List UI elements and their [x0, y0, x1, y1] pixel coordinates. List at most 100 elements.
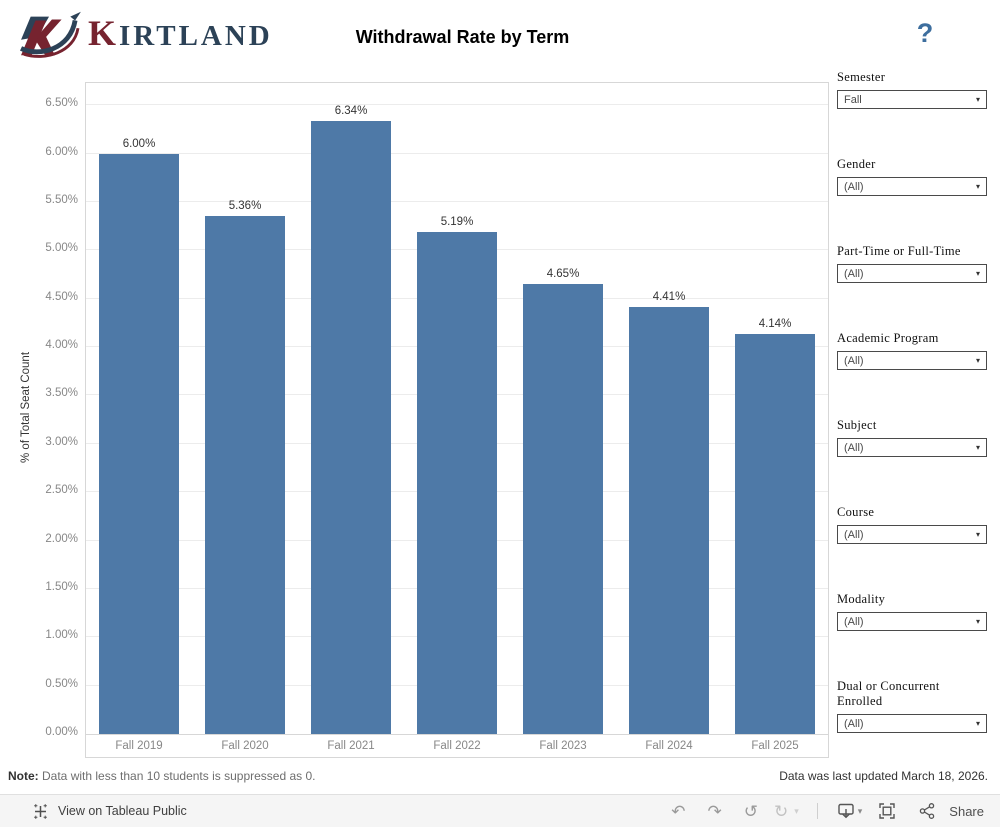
refresh-caret-icon[interactable]: ▾ — [794, 805, 799, 816]
bar-value-label: 5.36% — [228, 199, 262, 212]
filter-label-subject: Subject — [837, 418, 877, 432]
filter-course: Course (All) ▾ — [837, 505, 987, 544]
tableau-toolbar: View on Tableau Public ↶ ↷ ↺ ↻ ▾ ▾ — [0, 794, 1000, 827]
bar-band: 6.00% — [86, 83, 192, 734]
kirtland-logo: KIRTLAND — [16, 5, 273, 61]
filter-value: (All) — [844, 717, 864, 730]
help-button[interactable]: ? — [916, 18, 934, 48]
x-tick-label: Fall 2020 — [221, 740, 269, 752]
filter-label-course: Course — [837, 505, 875, 519]
filter-academic-program: Academic Program (All) ▾ — [837, 331, 987, 370]
bar-value-label: 6.00% — [122, 137, 156, 150]
bar-value-label: 5.19% — [440, 215, 474, 228]
fullscreen-icon[interactable] — [878, 802, 896, 820]
filter-dropdown-dual-or-concurrent-enrolled[interactable]: (All) ▾ — [837, 714, 987, 733]
view-on-tableau-label: View on Tableau Public — [58, 804, 187, 818]
y-tick-label: 5.50% — [45, 193, 78, 206]
filter-value: (All) — [844, 267, 864, 280]
filter-modality: Modality (All) ▾ — [837, 592, 987, 631]
filter-dropdown-course[interactable]: (All) ▾ — [837, 525, 987, 544]
filter-value: (All) — [844, 180, 864, 193]
bar-fall-2024[interactable] — [629, 307, 709, 734]
chevron-down-icon: ▾ — [975, 617, 980, 626]
filter-value: (All) — [844, 528, 864, 541]
filter-part-time-or-full-time: Part-Time or Full-Time (All) ▾ — [837, 244, 987, 283]
gridline — [86, 152, 828, 154]
redo-icon[interactable]: ↷ — [707, 801, 722, 821]
download-icon[interactable] — [836, 802, 856, 820]
filter-value: Fall — [844, 93, 862, 106]
bar-value-label: 4.65% — [546, 268, 580, 281]
filter-label-gender: Gender — [837, 157, 876, 171]
y-tick-label: 2.00% — [45, 532, 78, 545]
gridline — [86, 104, 828, 106]
bar-fall-2019[interactable] — [99, 153, 179, 734]
chevron-down-icon: ▾ — [975, 182, 980, 191]
filter-label-modality: Modality — [837, 592, 886, 606]
filter-semester: Semester Fall ▾ — [837, 70, 987, 109]
download-caret-icon[interactable]: ▾ — [857, 805, 863, 816]
toolbar-separator — [816, 803, 818, 819]
filter-value: (All) — [844, 354, 864, 367]
brand-text: KIRTLAND — [88, 15, 273, 51]
filter-dropdown-academic-program[interactable]: (All) ▾ — [837, 351, 987, 370]
filter-dropdown-part-time-or-full-time[interactable]: (All) ▾ — [837, 264, 987, 283]
y-tick-label: 6.00% — [45, 145, 78, 158]
filter-dropdown-semester[interactable]: Fall ▾ — [837, 90, 987, 109]
bar-band: 4.41% — [616, 83, 722, 734]
chevron-down-icon: ▾ — [975, 269, 980, 278]
x-tick-label: Fall 2021 — [327, 740, 375, 752]
filter-label-academic-program: Academic Program — [837, 331, 939, 345]
filter-dual-or-concurrent-enrolled: Dual or Concurrent Enrolled (All) ▾ — [837, 679, 987, 733]
y-tick-label: 4.00% — [45, 339, 78, 352]
filter-dropdown-modality[interactable]: (All) ▾ — [837, 612, 987, 631]
bar-fall-2022[interactable] — [417, 231, 497, 734]
chevron-down-icon: ▾ — [975, 443, 980, 452]
filter-subject: Subject (All) ▾ — [837, 418, 987, 457]
x-tick-label: Fall 2019 — [115, 740, 163, 752]
gridline — [86, 200, 828, 202]
filter-label-dual-or-concurrent-enrolled: Dual or Concurrent Enrolled — [837, 679, 940, 708]
note-text: Note: Data with less than 10 students is… — [8, 769, 316, 783]
page-title: Withdrawal Rate by Term — [355, 27, 570, 47]
undo-icon[interactable]: ↶ — [671, 801, 686, 821]
note-body: Data with less than 10 students is suppr… — [38, 769, 316, 783]
bar-band: 6.34% — [298, 83, 404, 734]
y-tick-label: 6.50% — [45, 97, 78, 110]
revert-icon[interactable]: ↺ — [743, 801, 758, 821]
view-on-tableau-link[interactable]: View on Tableau Public — [32, 803, 187, 820]
bar-fall-2020[interactable] — [205, 215, 285, 734]
filter-value: (All) — [844, 615, 864, 628]
filter-dropdown-gender[interactable]: (All) ▾ — [837, 177, 987, 196]
x-axis-labels: Fall 2019 Fall 2020 Fall 2021 Fall 2022 Fall… — [85, 733, 829, 758]
plot-pane: 6.00% 5.36% 6.34% 5.19% 4.65% 4.41% 4.14% — [85, 82, 829, 735]
refresh-icon[interactable]: ↻ — [773, 801, 789, 821]
filter-gender: Gender (All) ▾ — [837, 157, 987, 196]
last-updated-text: Data was last updated March 18, 2026. — [779, 769, 988, 783]
toolbar-actions: ↶ ↷ ↺ ↻ ▾ ▾ Share — [671, 795, 984, 827]
bar-fall-2023[interactable] — [523, 284, 603, 734]
y-tick-label: 0.00% — [45, 726, 78, 738]
filter-dropdown-subject[interactable]: (All) ▾ — [837, 438, 987, 457]
brand-first-letter: K — [88, 13, 120, 53]
y-tick-label: 4.50% — [45, 290, 78, 303]
filter-label-semester: Semester — [837, 70, 886, 84]
bar-band: 5.19% — [404, 83, 510, 734]
x-tick-label: Fall 2023 — [539, 740, 587, 752]
kirtland-logo-mark — [20, 11, 81, 58]
filter-value: (All) — [844, 441, 864, 454]
share-icon[interactable] — [918, 802, 936, 820]
y-tick-label: 3.00% — [45, 435, 78, 448]
share-button[interactable]: Share — [949, 803, 984, 819]
brand-rest: IRTLAND — [119, 20, 273, 52]
bar-fall-2025[interactable] — [735, 333, 815, 734]
x-tick-label: Fall 2022 — [433, 740, 481, 752]
bar-value-label: 4.41% — [652, 291, 686, 304]
bar-value-label: 4.14% — [758, 317, 792, 330]
y-tick-label: 1.00% — [45, 629, 78, 642]
bar-band: 4.14% — [722, 83, 828, 734]
bar-fall-2021[interactable] — [311, 120, 391, 734]
chevron-down-icon: ▾ — [975, 356, 980, 365]
bar-band: 5.36% — [192, 83, 298, 734]
y-tick-label: 3.50% — [45, 387, 78, 400]
